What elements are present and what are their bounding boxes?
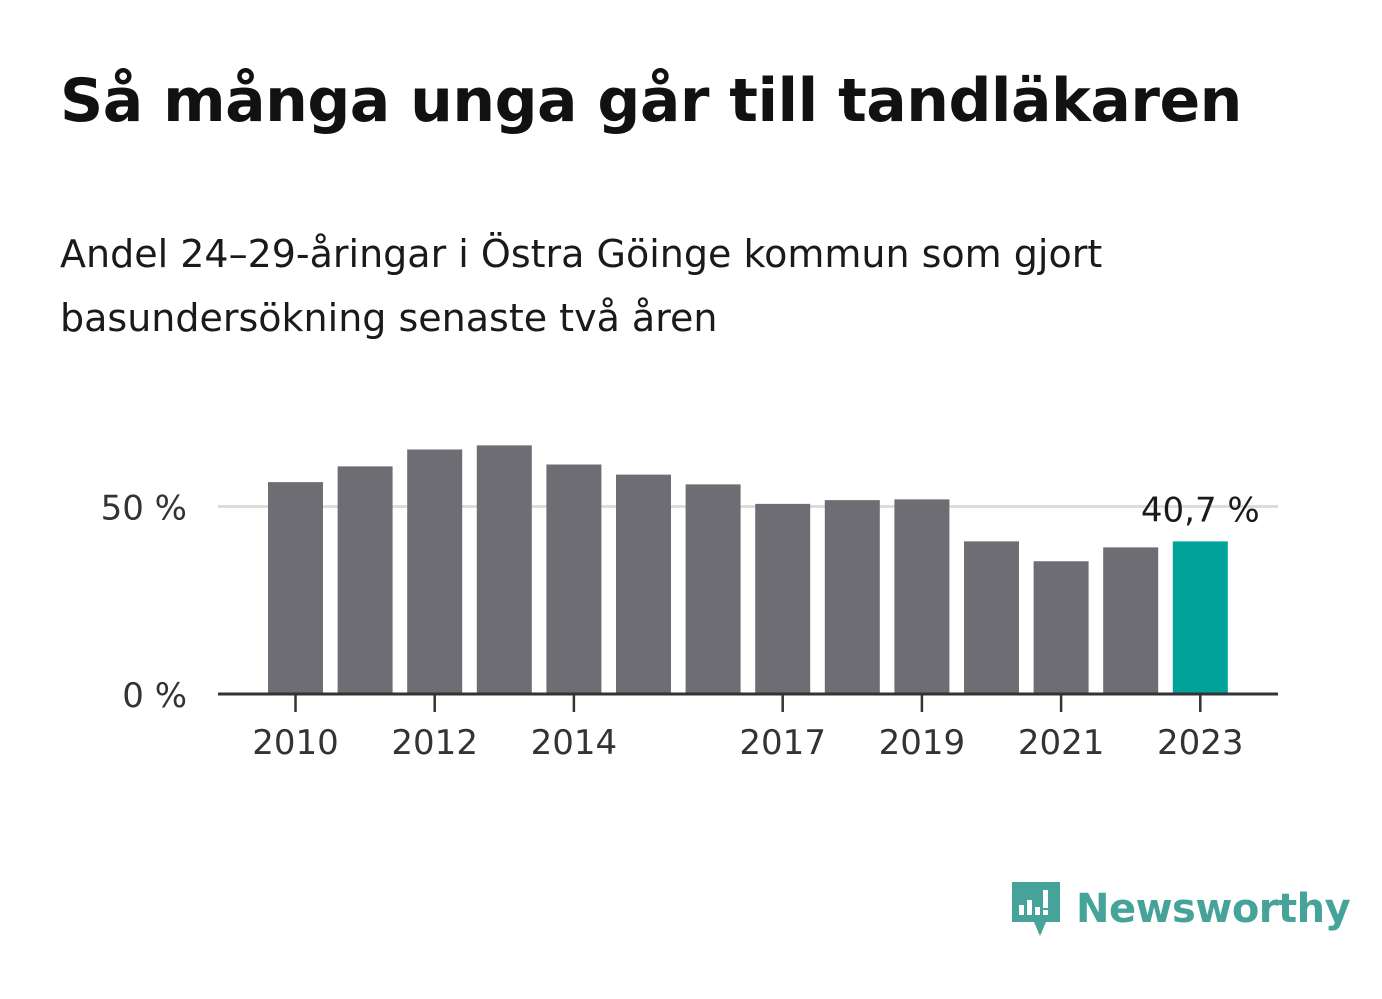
chart-title: Så många unga går till tandläkaren [60, 66, 1242, 136]
bar-2015 [616, 474, 671, 694]
bar-2021 [1033, 561, 1089, 694]
bar-value-label: 40,7 % [1141, 490, 1260, 530]
bar-2023 [1172, 541, 1228, 694]
newsworthy-logo: Newsworthy [1010, 878, 1351, 940]
bar-2020 [964, 541, 1019, 694]
brand-name: Newsworthy [1076, 886, 1351, 932]
y-tick-label: 0 % [122, 676, 187, 716]
bar-2014 [546, 464, 602, 694]
bar-2011 [337, 466, 393, 694]
newsworthy-logo-icon [1012, 882, 1060, 936]
x-tick-label: 2012 [391, 723, 478, 763]
bar-2017 [755, 503, 811, 694]
bar-2018 [824, 500, 880, 694]
bar-2019 [894, 499, 950, 694]
chart-subtitle: Andel 24–29-åringar i Östra Göinge kommu… [60, 232, 1103, 340]
bar-2010 [268, 482, 323, 694]
x-tick-label: 2014 [531, 723, 618, 763]
x-tick-label: 2010 [252, 723, 339, 763]
x-tick-label: 2017 [739, 723, 826, 763]
x-tick-label: 2019 [879, 723, 966, 763]
y-tick-label: 50 % [101, 489, 187, 529]
bar-2012 [407, 449, 463, 694]
bar-2016 [685, 484, 741, 694]
bar-2022 [1103, 547, 1159, 694]
x-tick-label: 2021 [1018, 723, 1105, 763]
bar-2013 [476, 445, 532, 694]
x-tick-label: 2023 [1157, 723, 1244, 763]
